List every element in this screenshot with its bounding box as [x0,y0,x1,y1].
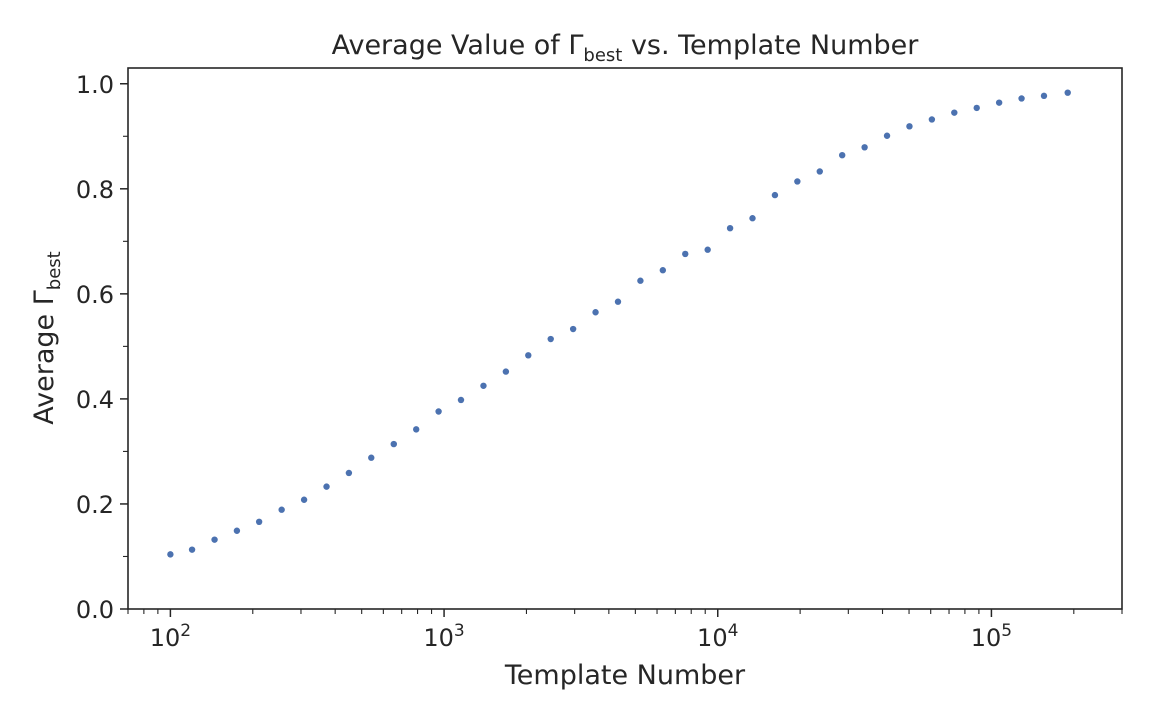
chart-title-suffix: vs. Template Number [622,30,919,61]
y-axis-label-subscript: best [44,251,65,290]
x-axis-label: Template Number [504,660,746,691]
data-point [323,483,330,490]
data-point [167,551,174,558]
data-point [345,469,353,477]
data-point [816,168,823,175]
data-point [614,298,622,305]
plot-frame [127,67,1123,610]
data-point [278,506,285,513]
data-point [435,408,442,415]
chart-title: Average Value of Γbest vs. Template Numb… [332,30,920,66]
data-point [1064,89,1071,96]
y-axis-label-prefix: Average Γ [29,290,60,425]
x-tick-label-exponent: 5 [1001,621,1012,641]
data-point [838,151,846,159]
data-point [255,518,263,526]
data-point [457,396,465,404]
data-point [995,99,1003,106]
data-point [704,246,711,253]
data-point [973,104,980,112]
data-point [637,277,644,284]
data-point [794,178,801,185]
y-tick-label: 0.8 [76,176,114,204]
x-tick-label: 103 [423,621,464,652]
data-point [502,368,510,375]
data-point [861,144,868,151]
data-point [726,224,734,232]
data-points [167,89,1071,558]
data-point [188,546,196,553]
y-tick-label: 0.2 [76,491,114,519]
x-tick-label-base: 10 [150,624,181,652]
y-axis-label: Average Γbest [29,251,65,424]
data-point [883,132,891,139]
y-tick-label: 0.4 [76,386,114,414]
x-tick-label-base: 10 [971,624,1002,652]
data-point [300,496,308,503]
x-tick-label: 104 [697,621,738,652]
y-tick-label: 1.0 [76,71,114,99]
x-tick-label: 102 [150,621,191,652]
x-tick-label-base: 10 [697,624,728,652]
y-tick-label: 0.0 [76,596,114,624]
y-tick-label: 0.6 [76,281,114,309]
x-tick-label-base: 10 [423,624,454,652]
data-point [525,352,532,359]
data-point [1018,95,1025,102]
data-point [480,382,487,389]
x-tick-label-exponent: 2 [180,621,191,641]
y-axis-ticks: 0.0 0.2 0.4 0.6 0.8 1.0 [76,71,128,624]
data-point [569,325,577,333]
data-point [951,109,958,116]
x-tick-label-exponent: 3 [454,621,465,641]
data-point [749,215,756,222]
chart-title-subscript: best [583,45,622,66]
data-point [906,123,913,130]
data-point [211,536,218,543]
data-point [928,116,936,123]
data-point [368,454,375,461]
data-point [413,426,420,433]
chart-title-prefix: Average Value of Γ [332,30,584,61]
data-point [771,191,779,199]
x-tick-label: 105 [971,621,1012,652]
data-point [659,267,667,274]
data-point [592,309,599,316]
data-point [233,527,241,534]
data-point [547,335,554,343]
data-point [390,440,397,448]
data-point [682,250,689,258]
x-tick-label-exponent: 4 [728,621,739,641]
x-axis-ticks: 102 103 104 105 [127,609,1123,652]
data-point [1040,92,1048,100]
